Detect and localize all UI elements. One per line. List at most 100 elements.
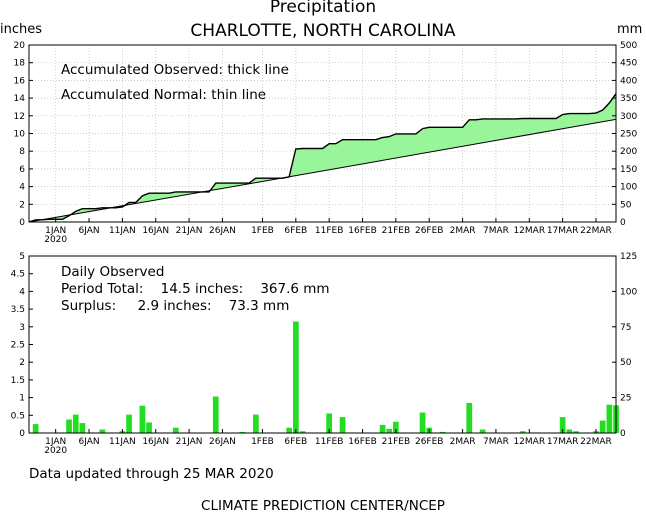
daily-bar — [32, 424, 39, 433]
y-tick-label: 16 — [14, 76, 26, 86]
y-tick-label: 2.5 — [11, 341, 25, 351]
daily-bar — [99, 429, 106, 433]
y2-tick-label: 75 — [620, 323, 631, 333]
y-tick-label: 14 — [14, 94, 26, 104]
x-tick-label: 17MAR — [547, 437, 579, 447]
daily-bar — [566, 429, 573, 433]
daily-bar — [146, 422, 152, 433]
daily-bar — [573, 431, 579, 433]
x-tick-label: 7MAR — [483, 437, 509, 447]
accumulated-plot: 0246810121416182005010015020025030035040… — [14, 41, 638, 245]
daily-bar — [172, 427, 179, 433]
x-tick-label: 16FEB — [348, 437, 377, 447]
y-tick-label: 18 — [14, 59, 26, 69]
y2-tick-label: 0 — [620, 218, 626, 228]
x-tick-label: 16FEB — [348, 226, 377, 236]
y-tick-label: 1.5 — [11, 376, 25, 386]
y2-tick-label: 450 — [620, 59, 637, 69]
x-tick-label: 11FEB — [315, 437, 344, 447]
accumulated-normal-line — [28, 118, 617, 223]
x-tick-label: 26FEB — [415, 226, 444, 236]
chart-title: Precipitation — [269, 0, 377, 17]
y2-tick-label: 50 — [620, 358, 632, 368]
daily-bar — [212, 396, 219, 433]
y-tick-label: 1 — [19, 394, 25, 404]
x-tick-label: 2MAR — [450, 437, 476, 447]
y2-tick-label: 100 — [620, 287, 637, 297]
x-year-label: 2020 — [44, 235, 67, 245]
y-tick-label: 6 — [19, 165, 25, 175]
x-tick-label: 7MAR — [483, 226, 509, 236]
chart-subtitle: CHARLOTTE, NORTH CAROLINA — [190, 21, 456, 41]
x-tick-label: 6JAN — [78, 226, 99, 236]
y2-tick-label: 50 — [620, 200, 632, 210]
daily-bar — [599, 420, 606, 433]
y-tick-label: 12 — [14, 112, 25, 122]
x-tick-label: 11FEB — [315, 226, 344, 236]
x-tick-label: 21JAN — [176, 437, 203, 447]
y-tick-label: 5 — [19, 252, 25, 262]
daily-bar — [326, 413, 332, 433]
x-tick-label: 1FEB — [251, 437, 274, 447]
legend-accum-observed: Accumulated Observed: thick line — [61, 62, 289, 78]
daily-bar — [606, 404, 613, 433]
daily-bar — [79, 423, 86, 433]
y-tick-label: 0 — [19, 429, 25, 439]
daily-bar — [479, 429, 486, 433]
x-tick-label: 12MAR — [513, 437, 545, 447]
y-tick-label: 4 — [19, 183, 25, 193]
x-tick-label: 22MAR — [580, 437, 612, 447]
x-tick-label: 22MAR — [580, 226, 612, 236]
y2-tick-label: 0 — [620, 429, 626, 439]
y-tick-label: 2 — [19, 358, 25, 368]
accumulated-observed-line — [28, 93, 617, 223]
daily-bar — [126, 414, 132, 433]
daily-bar — [293, 321, 299, 433]
right-unit-label: mm — [617, 22, 643, 37]
x-tick-label: 12MAR — [513, 226, 545, 236]
daily-bar — [253, 414, 259, 433]
y2-tick-label: 400 — [620, 76, 637, 86]
x-tick-label: 26JAN — [209, 226, 236, 236]
daily-bar — [519, 431, 526, 433]
x-tick-label: 21FEB — [382, 437, 411, 447]
daily-bar — [393, 421, 399, 433]
x-tick-label: 1JAN — [45, 437, 66, 447]
x-tick-label: 1JAN — [45, 226, 66, 236]
x-tick-label: 21FEB — [382, 226, 411, 236]
x-tick-label: 21JAN — [176, 226, 203, 236]
x-tick-label: 1FEB — [251, 226, 274, 236]
y-tick-label: 20 — [14, 41, 26, 51]
left-unit-label: inches — [0, 22, 43, 37]
y-tick-label: 3.5 — [11, 305, 25, 315]
x-tick-label: 6JAN — [78, 437, 99, 447]
y-tick-label: 0.5 — [11, 411, 25, 421]
x-tick-label: 11JAN — [109, 437, 136, 447]
daily-bar — [139, 405, 146, 433]
daily-bar — [286, 427, 292, 433]
legend-accum-normal: Accumulated Normal: thin line — [61, 87, 267, 103]
credit: CLIMATE PREDICTION CENTER/NCEP — [201, 498, 445, 514]
y-tick-label: 10 — [14, 130, 26, 140]
daily-bar — [66, 419, 72, 433]
y2-tick-label: 250 — [620, 130, 637, 140]
y2-tick-label: 300 — [620, 112, 637, 122]
x-tick-label: 26JAN — [209, 437, 236, 447]
data-updated-note: Data updated through 25 MAR 2020 — [29, 466, 274, 482]
y2-tick-label: 25 — [620, 394, 631, 404]
x-tick-label: 6FEB — [284, 226, 307, 236]
x-tick-label: 17MAR — [547, 226, 579, 236]
daily-bar — [559, 417, 566, 433]
y-tick-label: 2 — [19, 200, 25, 210]
daily-bar — [72, 414, 79, 433]
period-total: Period Total: 14.5 inches: 367.6 mm — [61, 281, 330, 297]
x-tick-label: 16JAN — [142, 226, 169, 236]
x-tick-label: 2MAR — [450, 226, 476, 236]
y2-tick-label: 150 — [620, 165, 637, 175]
daily-bar — [379, 424, 386, 433]
x-year-label: 2020 — [44, 446, 67, 456]
surplus: Surplus: 2.9 inches: 73.3 mm — [61, 298, 290, 314]
